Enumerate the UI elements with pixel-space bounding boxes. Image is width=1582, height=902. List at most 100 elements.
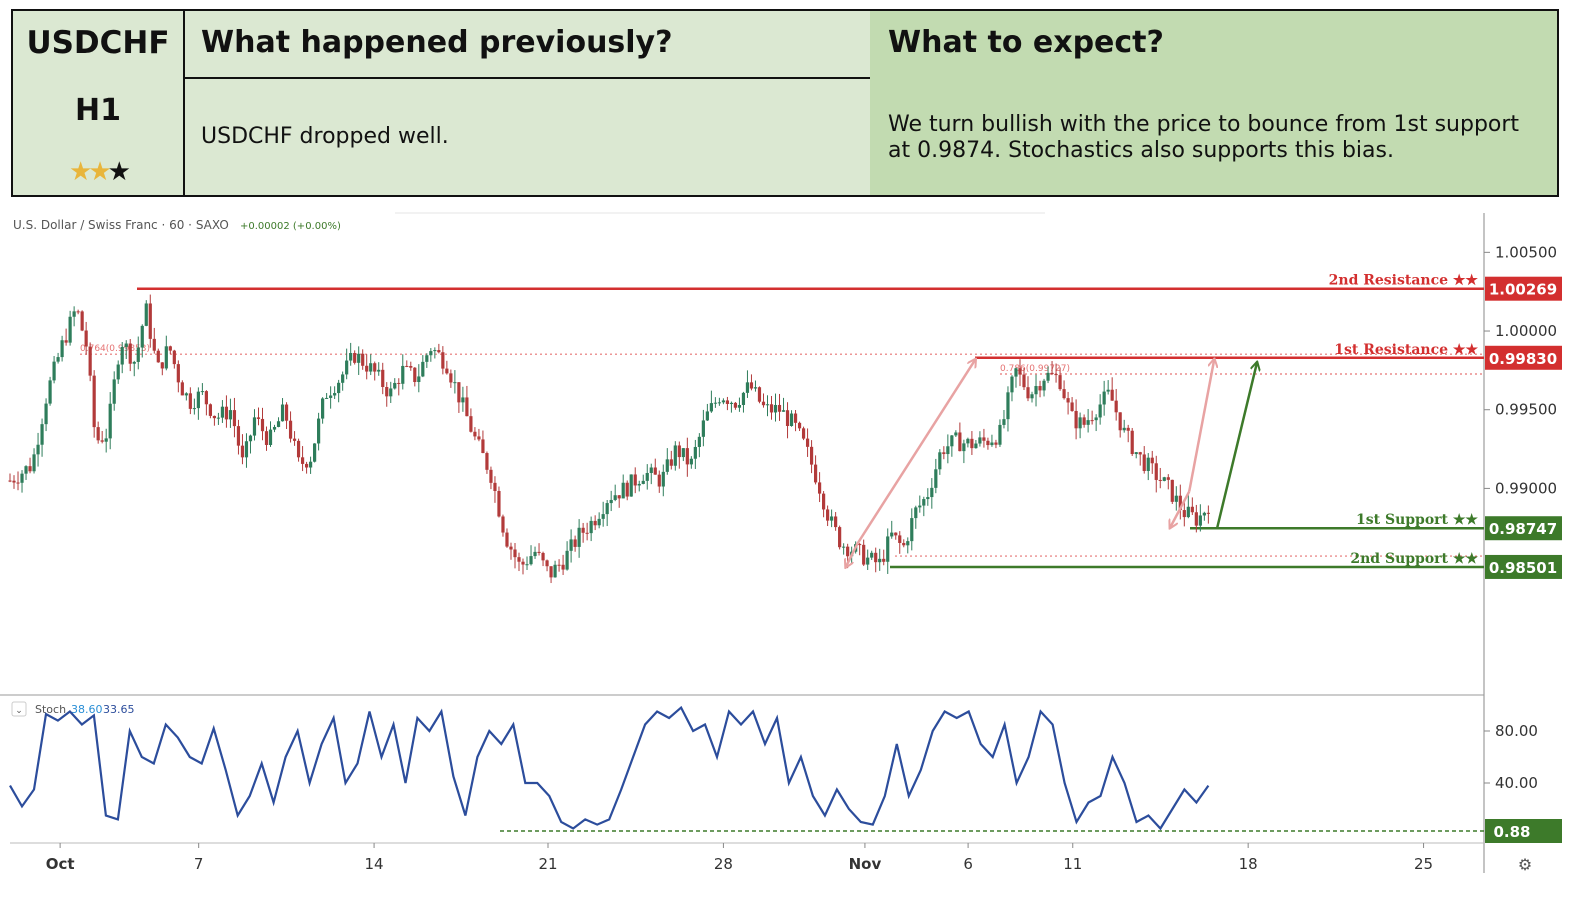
candle-body (28, 466, 32, 472)
header-divider (183, 11, 185, 195)
candle-body (457, 382, 461, 403)
candle-body (902, 542, 906, 546)
level-name: 2nd Support ★★ (1350, 551, 1478, 567)
price-tick-label: 1.00500 (1495, 243, 1557, 261)
candle-body (357, 353, 361, 363)
candle-body (1034, 386, 1038, 395)
candle-body (1030, 394, 1034, 399)
level-name: 1st Support ★★ (1356, 512, 1478, 528)
candle-body (669, 459, 673, 466)
candle-body (717, 402, 721, 404)
candle-body (553, 564, 557, 578)
level-value-badge (1485, 345, 1562, 370)
candle-body (397, 382, 401, 384)
candle-body (697, 436, 701, 447)
price-chart[interactable]: U.S. Dollar / Swiss Franc · 60 · SAXO +0… (0, 205, 1582, 902)
candle-body (1026, 387, 1030, 399)
candle-body (152, 338, 156, 351)
candle-body (874, 552, 878, 563)
settings-gear-icon[interactable]: ⚙ (1518, 855, 1532, 874)
candle-body (296, 440, 301, 458)
candle-body (769, 404, 774, 413)
candle-body (797, 422, 802, 429)
candle-body (866, 557, 870, 565)
candle-body (1082, 417, 1086, 425)
candle-body (906, 541, 910, 546)
price-tick-label: 1.00000 (1495, 322, 1557, 340)
candle-body (369, 363, 373, 372)
candle-body (822, 493, 826, 510)
candle-body (701, 420, 705, 437)
candle-body (605, 503, 609, 515)
candle-body (184, 393, 188, 396)
candle-body (1190, 506, 1194, 513)
candle-body (894, 532, 898, 536)
candle-body (24, 466, 28, 474)
candle-body (1130, 430, 1134, 455)
candle-body (313, 443, 317, 462)
candle-body (637, 483, 641, 486)
star-icon: ★ (88, 157, 111, 187)
candle-body (489, 469, 493, 483)
rating-stars: ★★★ (13, 157, 183, 187)
candle-body (557, 564, 561, 566)
candle-body (1142, 454, 1146, 471)
candle-body (529, 556, 533, 565)
candle-body (545, 560, 549, 567)
star-icon: ★ (107, 157, 131, 187)
candle-body (737, 404, 742, 408)
candle-body (641, 480, 645, 484)
candle-body (1098, 404, 1102, 418)
candle-body (196, 391, 200, 409)
candle-body (834, 516, 838, 528)
candle-body (433, 350, 437, 352)
candle-body (1154, 463, 1158, 480)
candle-body (1010, 376, 1014, 393)
candle-body (565, 550, 569, 570)
stoch-level-value: 0.88 (1493, 823, 1530, 841)
candle-body (148, 303, 152, 339)
candle-body (92, 375, 96, 428)
candle-body (986, 440, 990, 446)
stoch-level-badge (1485, 819, 1562, 843)
candle-body (793, 413, 798, 423)
candle-body (1110, 389, 1114, 401)
candle-body (1070, 402, 1074, 411)
candle-body (513, 549, 517, 558)
candle-body (1058, 375, 1062, 390)
candle-body (830, 516, 834, 521)
candle-body (633, 474, 637, 486)
candle-body (970, 438, 974, 449)
candle-body (96, 427, 100, 441)
collapse-button[interactable] (11, 701, 27, 717)
candle-body (192, 408, 196, 410)
candle-body (317, 418, 321, 444)
candle-body (585, 532, 589, 534)
candle-body (264, 431, 269, 445)
candle-body (601, 514, 605, 519)
price-tick-label: 0.99500 (1495, 401, 1557, 419)
candle-body (144, 303, 148, 326)
candle-body (220, 406, 225, 418)
candle-body (653, 467, 657, 475)
candle-body (1022, 374, 1026, 388)
candle-body (1118, 412, 1122, 431)
time-tick-label: 25 (1414, 855, 1433, 873)
candle-body (785, 410, 790, 427)
candle-body (817, 482, 822, 494)
stoch-tick-label: 80.00 (1495, 722, 1538, 740)
candle-body (461, 397, 465, 403)
candle-body (878, 558, 882, 563)
candle-body (377, 369, 381, 372)
candle-body (1206, 512, 1210, 514)
candle-body (1158, 479, 1162, 481)
candle-body (886, 536, 890, 562)
candle-body (60, 340, 64, 358)
candle-body (1090, 420, 1094, 422)
candle-body (573, 539, 577, 547)
candle-body (260, 418, 265, 432)
candle-body (304, 463, 309, 468)
candle-body (48, 380, 52, 404)
candle-body (705, 411, 709, 421)
candle-body (104, 438, 108, 442)
